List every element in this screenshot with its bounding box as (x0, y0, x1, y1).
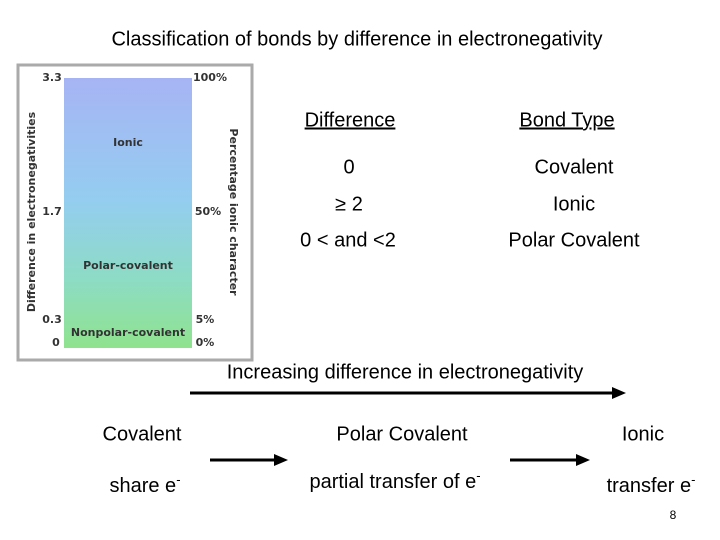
arrow-label: Increasing difference in electronegativi… (226, 361, 584, 384)
table-cell: ≥ 2 (335, 193, 363, 216)
right-tick-label: 100% (193, 71, 227, 84)
spectrum-note: transfer e- (607, 472, 696, 498)
left-tick-label: 0 (52, 336, 60, 349)
region-label: Polar-covalent (83, 259, 173, 272)
spectrum-type: Polar Covalent (336, 423, 468, 446)
charge: - (691, 472, 696, 488)
right-tick-label: 5% (196, 313, 215, 326)
spectrum-type: Ionic (621, 423, 665, 446)
table-cell: 0 (343, 156, 355, 179)
table-cell: Covalent (534, 156, 614, 179)
table-header: Difference (304, 109, 396, 132)
region-label: Ionic (113, 136, 143, 149)
left-tick-label: 3.3 (42, 71, 62, 84)
spectrum-type: Covalent (102, 423, 182, 446)
arrow-head (612, 387, 626, 399)
note-text: transfer e (606, 474, 692, 497)
table-cell: Ionic (552, 193, 596, 216)
right-tick-label: 50% (195, 205, 221, 218)
region-label: Nonpolar-covalent (71, 326, 185, 339)
gradient-bar (64, 78, 192, 348)
arrow-head (274, 454, 288, 466)
note-text: share e (109, 474, 177, 497)
spectrum-note: partial transfer of e- (309, 468, 480, 494)
left-axis-title: Difference in electronegativities (25, 111, 38, 312)
table-cell: Polar Covalent (508, 229, 640, 252)
charge: - (476, 468, 481, 484)
table-header: Bond Type (519, 109, 615, 132)
left-tick-label: 0.3 (42, 313, 62, 326)
note-text: partial transfer of e (309, 470, 477, 493)
left-tick-label: 1.7 (42, 205, 62, 218)
right-axis-title: Percentage ionic character (227, 128, 240, 296)
table-cell: 0 < and <2 (300, 229, 396, 252)
right-tick-label: 0% (196, 336, 215, 349)
charge: - (176, 472, 181, 488)
page-number: 8 (669, 508, 677, 522)
slide-title: Classification of bonds by difference in… (111, 28, 603, 51)
spectrum-note: share e- (109, 472, 180, 498)
arrow-head (576, 454, 590, 466)
